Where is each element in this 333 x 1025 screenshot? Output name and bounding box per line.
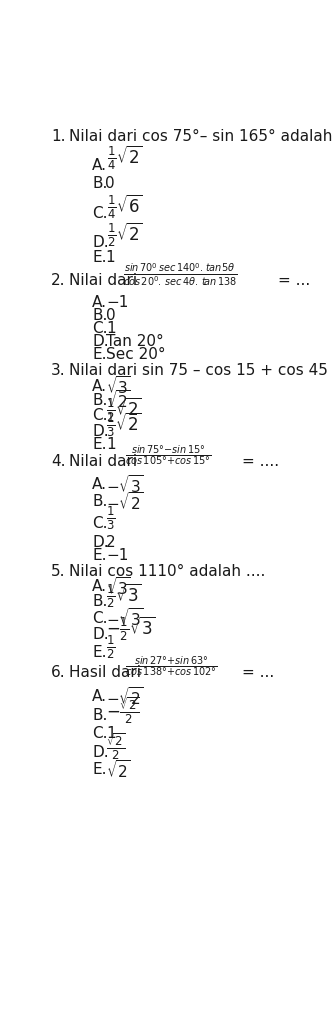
Text: $\frac{1}{2}\sqrt{3}$: $\frac{1}{2}\sqrt{3}$ — [106, 581, 142, 610]
Text: E.: E. — [92, 763, 107, 777]
Text: $\frac{\mathit{sin}\,70^0\,\mathit{sec}\,140^0.\,\mathit{t\!an}\,5\theta}{\mathi: $\frac{\mathit{sin}\,70^0\,\mathit{sec}\… — [123, 261, 238, 288]
Text: −1: −1 — [106, 548, 128, 564]
Text: 2.: 2. — [51, 274, 65, 288]
Text: $-\sqrt{3}$: $-\sqrt{3}$ — [106, 607, 144, 629]
Text: C.: C. — [92, 516, 108, 531]
Text: = ....: = .... — [241, 454, 279, 469]
Text: E.: E. — [92, 347, 107, 362]
Text: $\frac{1}{4}\sqrt{6}$: $\frac{1}{4}\sqrt{6}$ — [108, 192, 144, 220]
Text: $\frac{1}{3}\sqrt{2}$: $\frac{1}{3}\sqrt{2}$ — [106, 410, 142, 440]
Text: $-\frac{\sqrt{2}}{2}$: $-\frac{\sqrt{2}}{2}$ — [106, 695, 139, 726]
Text: $-\sqrt{2}$: $-\sqrt{2}$ — [106, 491, 144, 512]
Text: 2: 2 — [106, 535, 116, 550]
Text: = ...: = ... — [241, 665, 274, 681]
Text: D.: D. — [92, 744, 109, 760]
Text: Nilai cos 1110° adalah ....: Nilai cos 1110° adalah .... — [69, 564, 265, 579]
Text: Tan 20°: Tan 20° — [106, 334, 164, 350]
Text: $\frac{1}{2}\sqrt{2}$: $\frac{1}{2}\sqrt{2}$ — [106, 395, 142, 424]
Text: A.: A. — [92, 579, 107, 594]
Text: $\frac{\mathit{sin}\,27°{+}\mathit{sin}\,63°}{\mathit{cos}\,138°{+}\mathit{cos}\: $\frac{\mathit{sin}\,27°{+}\mathit{sin}\… — [125, 655, 217, 679]
Text: Nilai dari cos 75°– sin 165° adalah ...: Nilai dari cos 75°– sin 165° adalah ... — [69, 129, 333, 145]
Text: E.: E. — [92, 438, 107, 452]
Text: $\frac{1}{2}$: $\frac{1}{2}$ — [106, 633, 115, 661]
Text: C.: C. — [92, 408, 108, 423]
Text: D.: D. — [92, 235, 109, 250]
Text: B.: B. — [92, 393, 107, 408]
Text: $\frac{1}{4}\sqrt{2}$: $\frac{1}{4}\sqrt{2}$ — [108, 144, 144, 172]
Text: D.: D. — [92, 423, 109, 439]
Text: 1.: 1. — [51, 129, 65, 145]
Text: $\sqrt{3}$: $\sqrt{3}$ — [106, 576, 131, 598]
Text: $\sqrt{2}$: $\sqrt{2}$ — [106, 390, 131, 411]
Text: B.: B. — [92, 594, 107, 610]
Text: C.: C. — [92, 726, 108, 741]
Text: $\frac{1}{3}$: $\frac{1}{3}$ — [106, 504, 115, 532]
Text: B.: B. — [92, 494, 107, 509]
Text: A.: A. — [92, 295, 107, 310]
Text: $\frac{\sqrt{2}}{2}$: $\frac{\sqrt{2}}{2}$ — [106, 731, 125, 763]
Text: Sec 20°: Sec 20° — [106, 347, 166, 362]
Text: 1: 1 — [105, 250, 115, 265]
Text: C.: C. — [92, 321, 108, 336]
Text: B.: B. — [92, 308, 107, 323]
Text: A.: A. — [92, 379, 107, 394]
Text: D.: D. — [92, 626, 109, 642]
Text: Hasil dari: Hasil dari — [69, 665, 141, 681]
Text: $-\sqrt{3}$: $-\sqrt{3}$ — [106, 474, 144, 496]
Text: Nilai dari: Nilai dari — [69, 274, 137, 288]
Text: $\frac{1}{2}\sqrt{2}$: $\frac{1}{2}\sqrt{2}$ — [108, 220, 144, 249]
Text: 3.: 3. — [51, 364, 66, 378]
Text: C.: C. — [92, 206, 108, 221]
Text: B.: B. — [92, 708, 107, 724]
Text: 1: 1 — [106, 726, 116, 741]
Text: 0: 0 — [105, 175, 115, 191]
Text: 6.: 6. — [51, 665, 66, 681]
Text: C.: C. — [92, 611, 108, 625]
Text: B.: B. — [92, 175, 107, 191]
Text: A.: A. — [92, 158, 107, 173]
Text: 1: 1 — [106, 321, 116, 336]
Text: 1: 1 — [106, 438, 116, 452]
Text: 0: 0 — [106, 308, 116, 323]
Text: E.: E. — [92, 548, 107, 564]
Text: $-\sqrt{2}$: $-\sqrt{2}$ — [106, 686, 144, 707]
Text: 4.: 4. — [51, 454, 65, 469]
Text: −1: −1 — [106, 295, 128, 310]
Text: $-\frac{1}{2}\sqrt{3}$: $-\frac{1}{2}\sqrt{3}$ — [106, 614, 156, 643]
Text: D.: D. — [92, 535, 109, 550]
Text: A.: A. — [92, 478, 107, 492]
Text: D.: D. — [92, 334, 109, 350]
Text: E.: E. — [92, 250, 107, 265]
Text: Nilai dari: Nilai dari — [69, 454, 137, 469]
Text: Nilai dari sin 75 – cos 15 + cos 45 = ..: Nilai dari sin 75 – cos 15 + cos 45 = .. — [69, 364, 333, 378]
Text: A.: A. — [92, 689, 107, 704]
Text: $\sqrt{2}$: $\sqrt{2}$ — [106, 758, 131, 781]
Text: 5.: 5. — [51, 564, 65, 579]
Text: E.: E. — [92, 646, 107, 660]
Text: = ...: = ... — [278, 274, 310, 288]
Text: $\frac{\mathit{sin}\,75°{-}\mathit{sin}\,15°}{\mathit{cos}\,105°{+}\mathit{cos}\: $\frac{\mathit{sin}\,75°{-}\mathit{sin}\… — [125, 444, 211, 467]
Text: $\sqrt{3}$: $\sqrt{3}$ — [106, 375, 131, 398]
